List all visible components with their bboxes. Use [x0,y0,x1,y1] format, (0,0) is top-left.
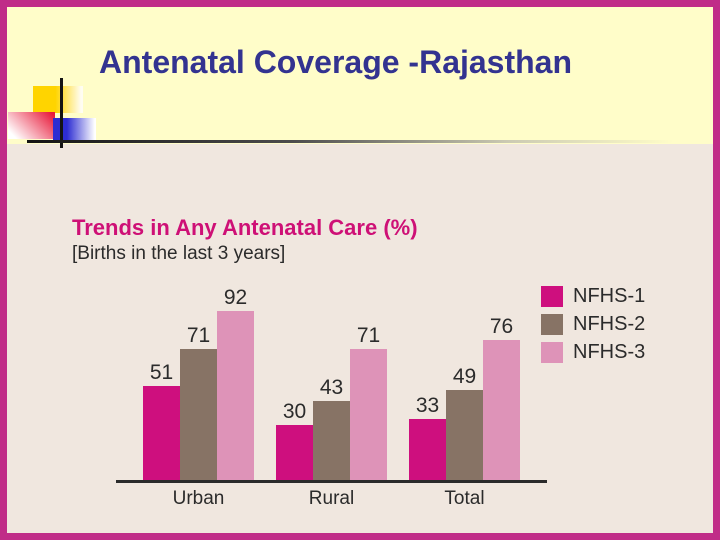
category-label-total: Total [444,488,485,509]
bar-nfhs-2-urban: 71 [180,324,217,480]
category-label-urban: Urban [172,488,225,509]
legend-label: NFHS-1 [573,285,646,307]
legend-swatch [541,314,563,335]
bar-group-total: 33 49 76 Total [409,281,520,509]
bar-nfhs-3-urban: 92 [217,286,254,480]
bar-value-label: 71 [356,324,381,347]
chart-legend: NFHS-1 NFHS-2 NFHS-3 [541,285,645,364]
legend-item-nfhs-3: NFHS-3 [541,341,645,364]
title-divider-line [27,140,693,143]
legend-label: NFHS-2 [573,313,646,335]
chart-title: Trends in Any Antenatal Care (%) [72,215,418,240]
bar-value-label: 51 [149,361,174,384]
bar-value-label: 71 [186,324,211,347]
category-label-rural: Rural [308,488,355,509]
bar-value-label: 92 [223,286,248,309]
legend-swatch [541,286,563,307]
bar-value-label: 49 [452,365,477,388]
bar-nfhs-1-total: 33 [409,394,446,480]
legend-item-nfhs-2: NFHS-2 [541,313,645,336]
legend-swatch [541,342,563,363]
bar-value-label: 30 [282,400,307,423]
bar-chart-plot: 51 71 92 Urban 30 43 71 Rural 33 49 76 Total [116,281,547,509]
bar-nfhs-1-rural: 30 [276,400,313,480]
bar-value-label: 43 [319,376,344,399]
bar-value-label: 76 [489,315,514,338]
chart-subtitle: [Births in the last 3 years] [72,243,286,264]
bar-group-urban: 51 71 92 Urban [143,281,254,509]
slide-title: Antenatal Coverage -Rajasthan [99,44,573,80]
legend-item-nfhs-1: NFHS-1 [541,285,645,308]
bar-nfhs-1-urban: 51 [143,361,180,480]
bar-nfhs-3-total: 76 [483,315,520,480]
bar-nfhs-2-rural: 43 [313,376,350,480]
bar-group-rural: 30 43 71 Rural [276,281,387,509]
decoration-vertical-line [60,78,63,148]
bar-nfhs-2-total: 49 [446,365,483,480]
decoration-red-square [8,112,55,139]
legend-label: NFHS-3 [573,341,646,363]
bar-value-label: 33 [415,394,440,417]
title-band: Antenatal Coverage -Rajasthan [0,0,720,148]
decoration-yellow-square [33,86,83,113]
bar-nfhs-3-rural: 71 [350,324,387,480]
